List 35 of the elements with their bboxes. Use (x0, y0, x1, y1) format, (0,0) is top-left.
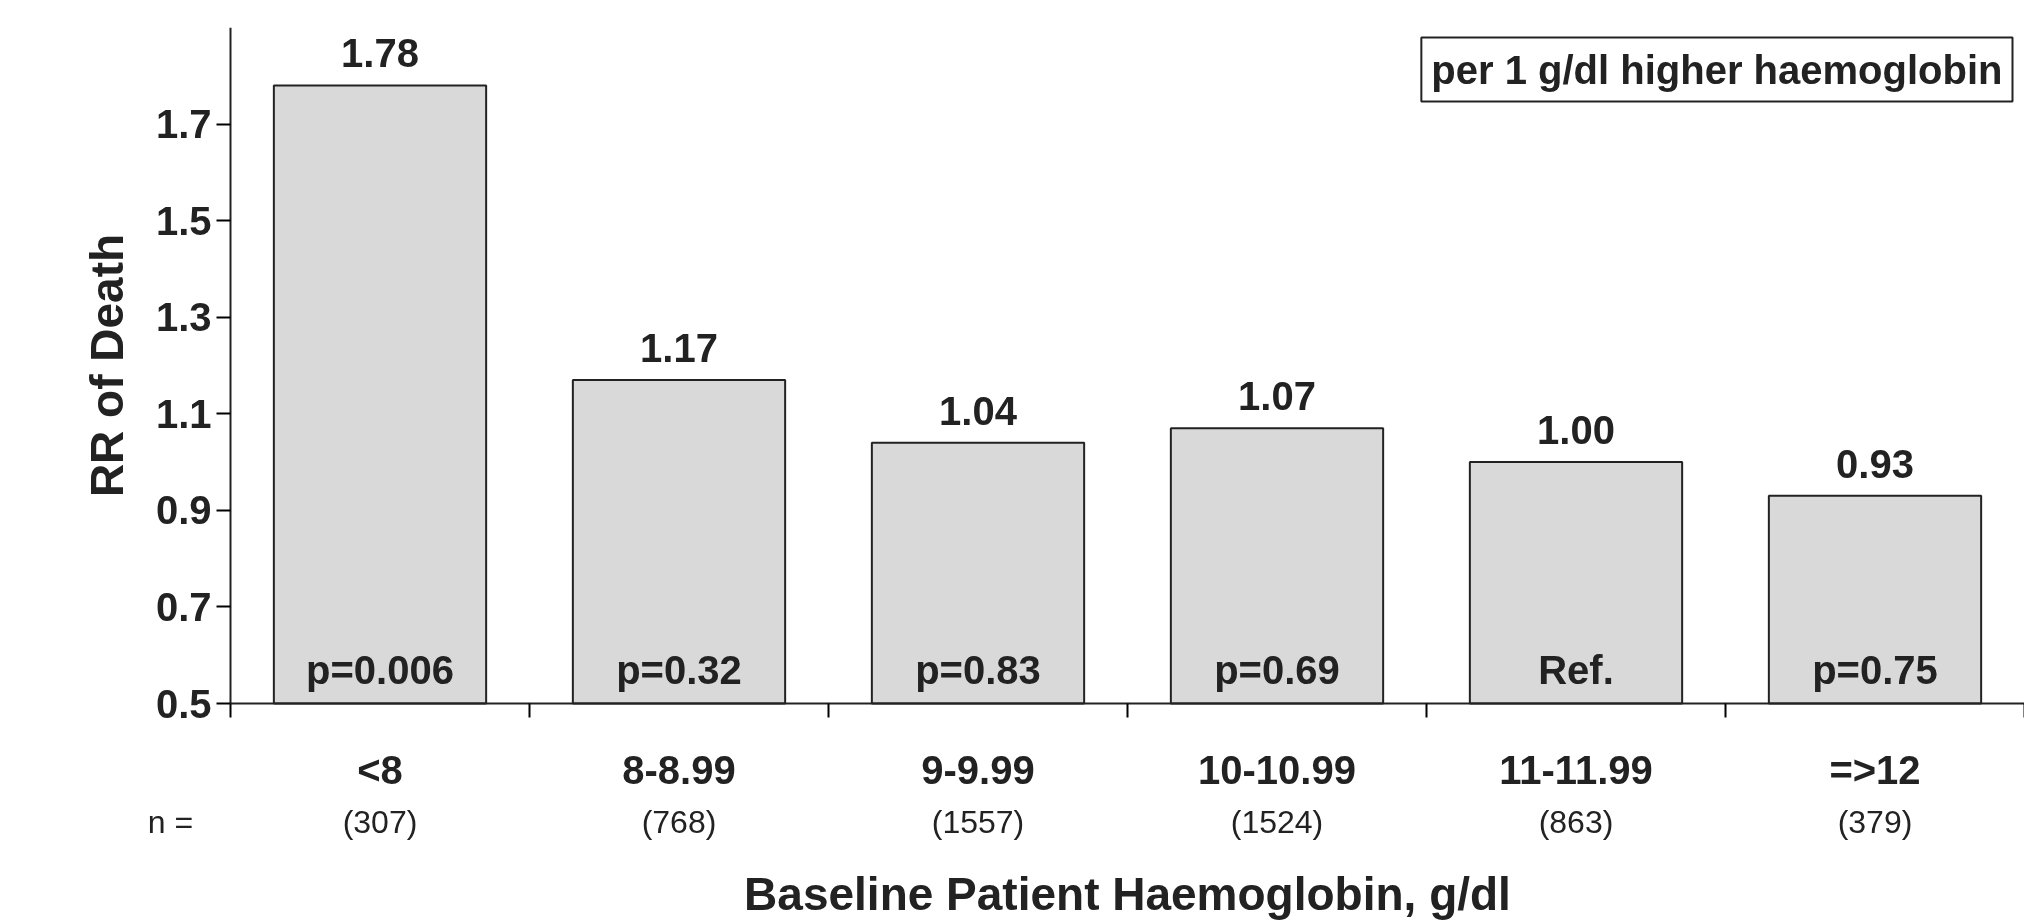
annotation: p=0.69 (1214, 647, 1340, 692)
x-tick-label: <8 (357, 747, 403, 792)
annotation: p=0.32 (616, 647, 742, 692)
y-axis-title: RR of Death (80, 233, 133, 498)
y-tick-label: 0.9 (155, 488, 212, 533)
annotation: Ref. (1538, 647, 1614, 692)
annotation: p=0.75 (1812, 647, 1938, 692)
text: (1524) (1230, 803, 1324, 840)
data-label: 1.17 (640, 325, 718, 370)
text: (863) (1538, 803, 1614, 840)
data-label: 1.78 (341, 31, 419, 76)
y-tick-label: 1.3 (155, 295, 212, 340)
y-tick-label: 0.5 (155, 681, 212, 726)
data-label: 1.04 (939, 388, 1018, 433)
text: (379) (1837, 803, 1913, 840)
data-label: 1.00 (1537, 408, 1615, 453)
x-tick-label: 10-10.99 (1198, 747, 1356, 792)
y-tick-label: 1.1 (155, 391, 212, 436)
x-tick-label: 8-8.99 (622, 747, 736, 792)
annotation: per 1 g/dl higher haemoglobin (1431, 47, 2003, 92)
x-axis-title: Baseline Patient Haemoglobin, g/dl (744, 867, 1511, 920)
y-tick-label: 1.7 (155, 102, 212, 147)
data-label: 0.93 (1836, 441, 1914, 486)
text: n = (147, 803, 194, 840)
text: (1557) (931, 803, 1025, 840)
annotation: p=0.83 (915, 647, 1041, 692)
text: (768) (641, 803, 717, 840)
data-label: 1.07 (1238, 374, 1316, 419)
y-tick-label: 0.7 (155, 584, 212, 629)
x-tick-label: 9-9.99 (921, 747, 1035, 792)
x-tick-label: =>12 (1829, 747, 1921, 792)
y-tick-label: 1.5 (155, 198, 212, 243)
x-tick-label: 11-11.99 (1499, 747, 1653, 792)
text: (307) (342, 803, 418, 840)
annotation: p=0.006 (306, 647, 454, 692)
